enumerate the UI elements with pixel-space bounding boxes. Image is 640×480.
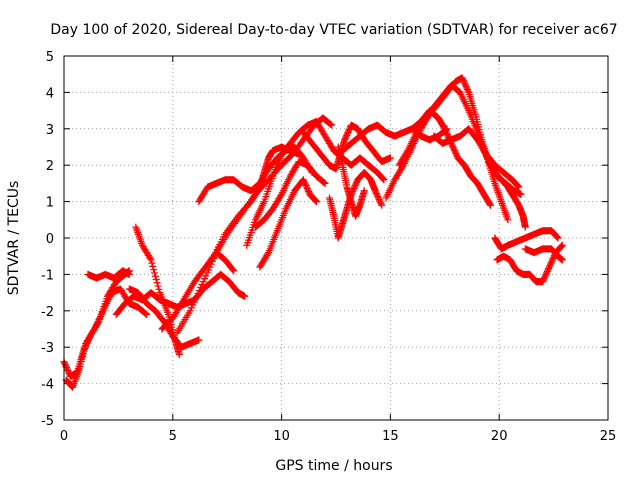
data-point [321, 179, 329, 187]
data-point [229, 266, 237, 274]
data-point [152, 275, 160, 283]
data-point [155, 285, 163, 293]
series-track-2 [62, 285, 151, 391]
data-point [295, 150, 303, 158]
series-track-15 [325, 168, 386, 242]
y-tick-label: -2 [41, 305, 54, 320]
series-track-6 [125, 285, 203, 351]
x-tick-label: 25 [600, 429, 617, 444]
series-track-18 [382, 74, 512, 224]
data-point [486, 200, 494, 208]
data-point [553, 233, 561, 241]
data-point [557, 243, 565, 251]
data-point [379, 174, 387, 182]
series-track-3 [84, 267, 133, 282]
data-point [504, 216, 512, 224]
y-tick-label: -5 [41, 414, 54, 429]
x-tick-label: 0 [60, 429, 68, 444]
y-tick-label: 1 [46, 196, 54, 211]
x-tick-label: 15 [382, 429, 399, 444]
data-point [553, 233, 561, 241]
data-point [377, 200, 385, 208]
series-track-23 [491, 227, 562, 253]
data-point [143, 310, 151, 318]
data-point [142, 310, 150, 318]
data-point [327, 120, 335, 128]
y-tick-label: 4 [46, 86, 54, 101]
data-point [230, 267, 238, 275]
series-track-25 [521, 245, 566, 264]
data-point [151, 269, 159, 277]
data-point [558, 241, 566, 249]
series-track-14 [299, 121, 394, 173]
data-point [264, 250, 272, 258]
data-point [328, 121, 336, 129]
data-point [195, 336, 203, 344]
data-point [521, 223, 529, 231]
series-track-12 [251, 158, 329, 231]
data-point [554, 234, 562, 242]
x-tick-label: 5 [169, 429, 177, 444]
data-point [517, 190, 525, 198]
data-point [558, 256, 566, 264]
axis-ticks: 0 5 10 15 20 25 -5 -4 -3 -2 -1 0 1 2 3 4 5 [41, 50, 616, 444]
series-track-11 [243, 118, 388, 249]
y-axis-label: SDTVAR / TECUs [6, 181, 22, 296]
y-tick-label: -1 [41, 268, 54, 283]
series-track-16 [334, 143, 368, 220]
x-axis-label: GPS time / hours [275, 458, 392, 474]
data-point [515, 183, 523, 191]
data-point [147, 256, 155, 264]
data-point [151, 272, 159, 280]
data-point [148, 259, 156, 267]
data-point [311, 196, 319, 204]
y-tick-label: 5 [46, 50, 54, 65]
chart-title: Day 100 of 2020, Sidereal Day-to-day VTE… [50, 22, 617, 38]
data-point [146, 254, 154, 262]
data-point [558, 242, 566, 250]
series-track-22 [484, 158, 529, 231]
x-tick-label: 10 [273, 429, 290, 444]
data-point [486, 201, 494, 209]
data-point [241, 292, 249, 300]
data-point [379, 175, 387, 183]
data-point [154, 282, 162, 290]
data-point [464, 87, 472, 95]
data-point [175, 350, 183, 358]
y-tick-label: -4 [41, 378, 54, 393]
plot-frame [63, 55, 609, 421]
data-point [312, 198, 320, 206]
data-point [380, 176, 388, 184]
series-track-20 [408, 107, 494, 209]
data-point [153, 279, 161, 287]
data-marks [60, 74, 566, 391]
data-point [312, 197, 320, 205]
series-track-10 [208, 143, 303, 264]
series-track-21 [430, 125, 523, 191]
y-tick-label: 3 [46, 123, 54, 138]
y-tick-label: -3 [41, 341, 54, 356]
data-point [378, 201, 386, 209]
y-tick-label: 0 [46, 232, 54, 247]
data-point [150, 266, 158, 274]
x-tick-label: 20 [491, 429, 508, 444]
data-point [360, 187, 368, 195]
data-point [514, 182, 522, 190]
data-point [125, 270, 133, 278]
data-point [386, 154, 394, 162]
data-point [320, 179, 328, 187]
series-track-13 [256, 176, 320, 271]
data-point [149, 262, 157, 270]
y-tick-label: 2 [46, 159, 54, 174]
data-point [513, 182, 521, 190]
